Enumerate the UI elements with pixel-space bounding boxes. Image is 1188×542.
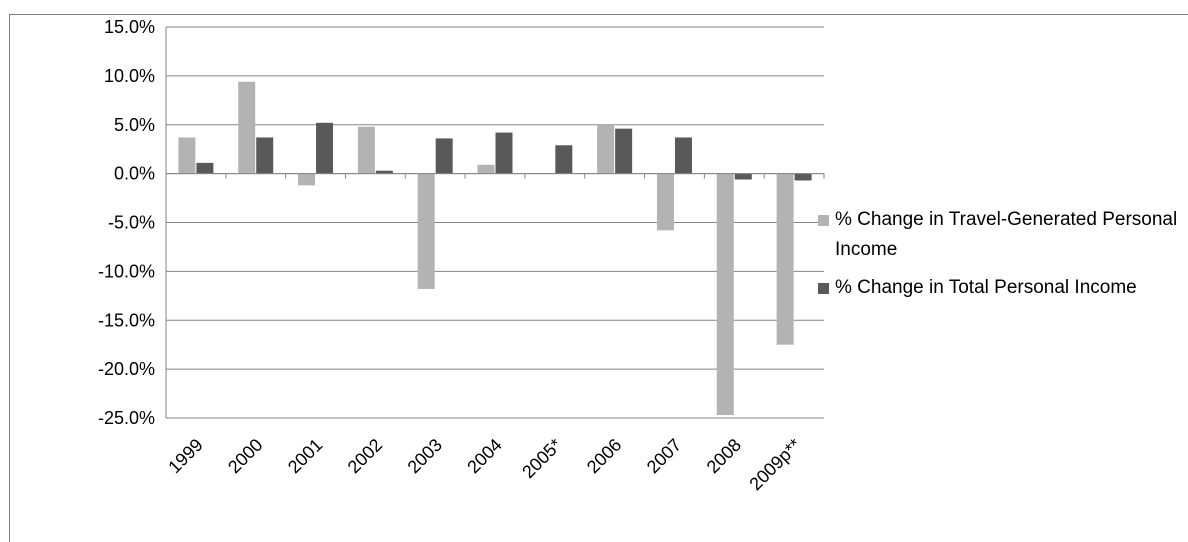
bar — [196, 162, 214, 174]
y-tick-label: -10.0% — [98, 261, 155, 281]
x-tick-label: 1999 — [164, 435, 206, 477]
bar — [357, 126, 375, 174]
y-axis-labels: 15.0% 10.0% 5.0% 0.0% -5.0% -10.0% -15.0% -20.0… — [98, 17, 155, 428]
bar — [178, 137, 196, 174]
legend-swatch-total — [818, 283, 829, 294]
bar — [417, 173, 435, 289]
bar — [656, 173, 674, 231]
x-axis-ticks — [165, 173, 825, 179]
legend-swatch-travel — [818, 215, 829, 226]
bar — [674, 137, 692, 174]
bar — [716, 173, 734, 416]
bar — [256, 137, 274, 174]
x-tick-label: 2009p** — [745, 435, 804, 494]
bar — [794, 173, 812, 181]
legend-item-travel: % Change in Travel-Generated Personal In… — [818, 205, 1186, 265]
y-tick-label: 15.0% — [104, 17, 155, 37]
bar — [298, 173, 316, 186]
x-tick-label: 2003 — [404, 435, 446, 477]
x-tick-label: 2000 — [224, 435, 266, 477]
bar — [734, 173, 752, 180]
bar — [597, 124, 615, 174]
y-tick-label: -25.0% — [98, 408, 155, 428]
bar — [477, 164, 495, 174]
y-tick-label: 5.0% — [114, 115, 155, 135]
bar — [776, 173, 794, 345]
x-tick-label: 2005* — [518, 435, 565, 482]
y-tick-label: -20.0% — [98, 359, 155, 379]
x-tick-label: 2001 — [284, 435, 326, 477]
bar — [375, 170, 393, 174]
x-tick-label: 2004 — [463, 435, 505, 477]
bar — [615, 128, 633, 174]
y-tick-label: 10.0% — [104, 66, 155, 86]
chart-frame — [9, 14, 1188, 542]
bar — [316, 122, 334, 174]
legend: % Change in Travel-Generated Personal In… — [818, 205, 1186, 311]
legend-label-travel: % Change in Travel-Generated Personal In… — [835, 209, 1178, 260]
legend-label-total: % Change in Total Personal Income — [835, 277, 1137, 298]
x-tick-label: 2002 — [344, 435, 386, 477]
bar — [238, 81, 256, 174]
bar — [495, 132, 513, 174]
legend-item-total: % Change in Total Personal Income — [818, 273, 1186, 303]
x-tick-label: 2006 — [583, 435, 625, 477]
bar — [555, 145, 573, 174]
x-tick-label: 2008 — [703, 435, 745, 477]
x-axis-labels: 1999 2000 2001 2002 2003 2004 2005* 2006 2007 200… — [164, 435, 805, 494]
y-tick-label: -5.0% — [108, 213, 155, 233]
y-tick-label: 0.0% — [114, 164, 155, 184]
bars — [178, 81, 812, 416]
bar — [435, 138, 453, 174]
x-tick-label: 2007 — [643, 435, 685, 477]
y-tick-label: -15.0% — [98, 310, 155, 330]
